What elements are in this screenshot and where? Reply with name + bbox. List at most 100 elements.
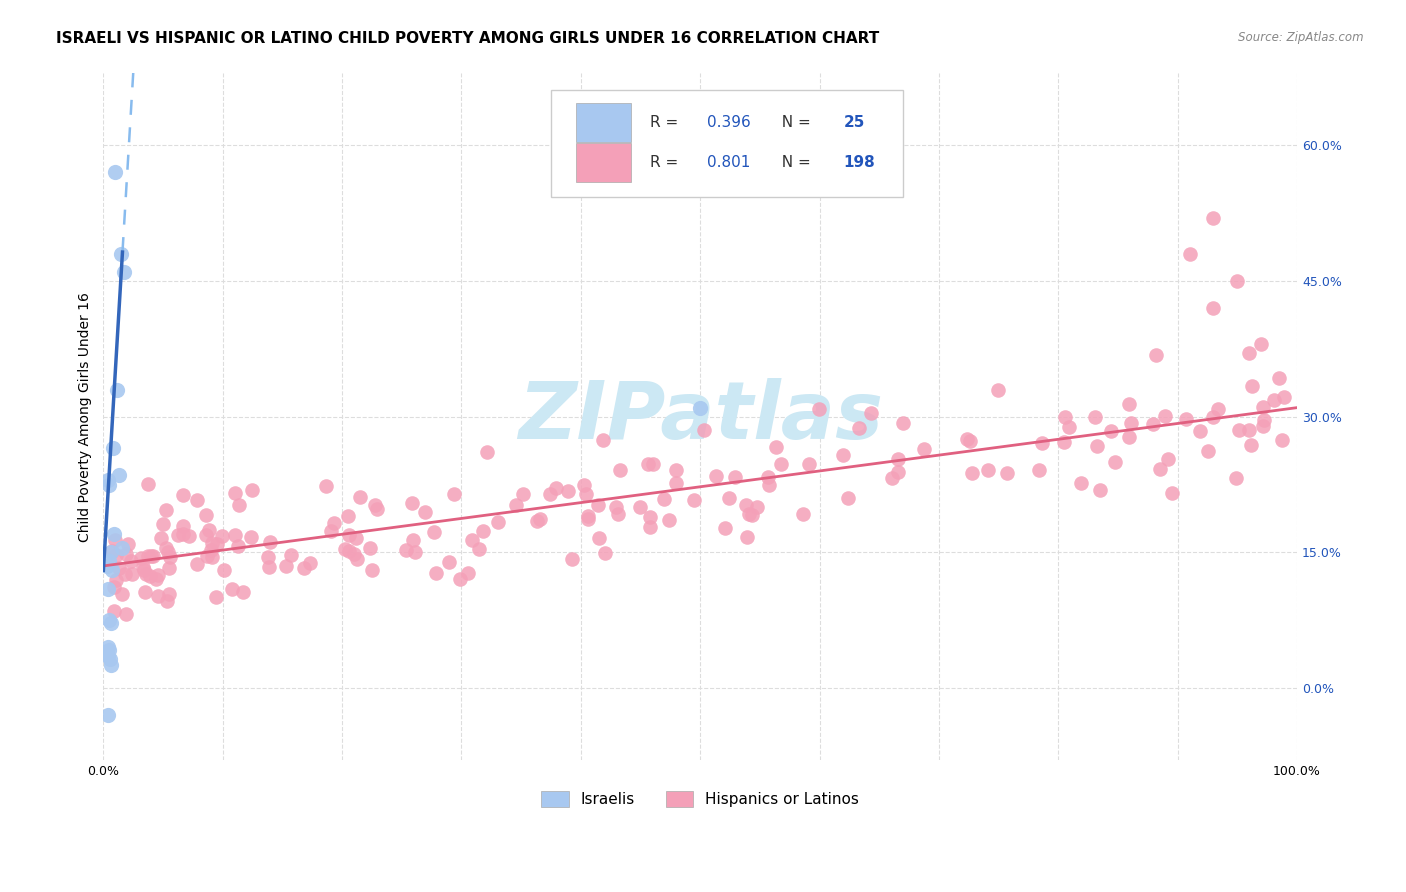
Point xyxy=(1240,379,1263,393)
Point xyxy=(276,558,298,573)
Text: R =: R = xyxy=(650,115,683,130)
Point xyxy=(156,593,179,607)
Point xyxy=(172,527,194,541)
Point xyxy=(848,420,870,434)
Point xyxy=(1268,371,1291,385)
Point xyxy=(211,528,233,542)
Point xyxy=(529,512,551,526)
Legend: Israelis, Hispanics or Latinos: Israelis, Hispanics or Latinos xyxy=(533,783,868,814)
Point xyxy=(741,508,763,523)
Point xyxy=(576,509,599,524)
Point xyxy=(1225,471,1247,485)
Point xyxy=(588,531,610,545)
Point xyxy=(114,607,136,621)
Point xyxy=(292,560,315,574)
Point xyxy=(1227,423,1250,437)
Point xyxy=(1239,438,1261,452)
Point xyxy=(101,442,124,456)
Point xyxy=(131,559,153,574)
Text: 25: 25 xyxy=(844,115,865,130)
Point xyxy=(201,550,224,565)
Point xyxy=(337,527,360,541)
Point xyxy=(395,543,418,558)
Point xyxy=(735,530,758,544)
Point xyxy=(1157,451,1180,466)
Point xyxy=(1099,424,1122,438)
Point xyxy=(837,491,859,505)
Point xyxy=(1251,419,1274,434)
Point xyxy=(546,481,568,495)
Point xyxy=(472,524,495,539)
Point xyxy=(198,524,221,538)
Point xyxy=(745,500,768,514)
Point xyxy=(638,510,661,524)
Point xyxy=(100,658,122,673)
Point xyxy=(859,406,882,420)
Point xyxy=(1142,417,1164,431)
Point xyxy=(1088,483,1111,497)
Point xyxy=(134,585,156,599)
Point xyxy=(605,500,627,515)
Point xyxy=(593,546,616,560)
Point xyxy=(628,500,651,514)
Point xyxy=(104,533,127,548)
Point xyxy=(1084,410,1107,425)
Point xyxy=(96,645,118,659)
Point xyxy=(987,383,1010,397)
Point xyxy=(1118,429,1140,443)
Point xyxy=(1237,424,1260,438)
Point xyxy=(538,487,561,501)
Point xyxy=(1085,439,1108,453)
Point xyxy=(592,433,614,447)
Point xyxy=(439,555,461,569)
Point xyxy=(609,463,631,477)
Point xyxy=(359,541,381,556)
Point xyxy=(201,536,224,550)
Point xyxy=(1253,413,1275,427)
Point xyxy=(640,520,662,534)
Point xyxy=(792,507,814,521)
Point xyxy=(738,507,761,521)
Point xyxy=(758,478,780,492)
Point xyxy=(1070,475,1092,490)
Point xyxy=(256,550,278,565)
Point xyxy=(111,587,134,601)
Point xyxy=(1144,348,1167,362)
Point xyxy=(887,452,910,467)
Point xyxy=(104,165,127,179)
Text: N =: N = xyxy=(772,155,815,169)
Point xyxy=(141,549,163,563)
Point xyxy=(765,440,787,454)
Point xyxy=(139,549,162,564)
Point xyxy=(689,401,711,415)
Point xyxy=(574,477,596,491)
Point xyxy=(467,541,489,556)
Point xyxy=(104,549,127,563)
Point xyxy=(224,486,246,500)
Point xyxy=(115,547,138,561)
Text: ZIPatlas: ZIPatlas xyxy=(517,377,883,456)
Point xyxy=(157,587,180,601)
Point xyxy=(1160,486,1182,500)
Point xyxy=(240,530,263,544)
Point xyxy=(808,402,831,417)
Point xyxy=(1178,247,1201,261)
Point xyxy=(956,432,979,446)
Point xyxy=(607,507,630,521)
Point xyxy=(1188,424,1211,438)
Point xyxy=(108,468,131,483)
Point xyxy=(1057,419,1080,434)
Point xyxy=(1251,401,1274,415)
Point xyxy=(195,508,218,522)
Point xyxy=(1119,416,1142,430)
Point xyxy=(665,463,688,477)
Point xyxy=(117,536,139,550)
Point xyxy=(228,498,250,512)
Point xyxy=(401,496,423,510)
Point xyxy=(1053,435,1076,450)
FancyBboxPatch shape xyxy=(576,143,631,182)
Point xyxy=(756,470,779,484)
Point xyxy=(120,553,142,567)
Point xyxy=(194,527,217,541)
Point xyxy=(280,548,302,562)
